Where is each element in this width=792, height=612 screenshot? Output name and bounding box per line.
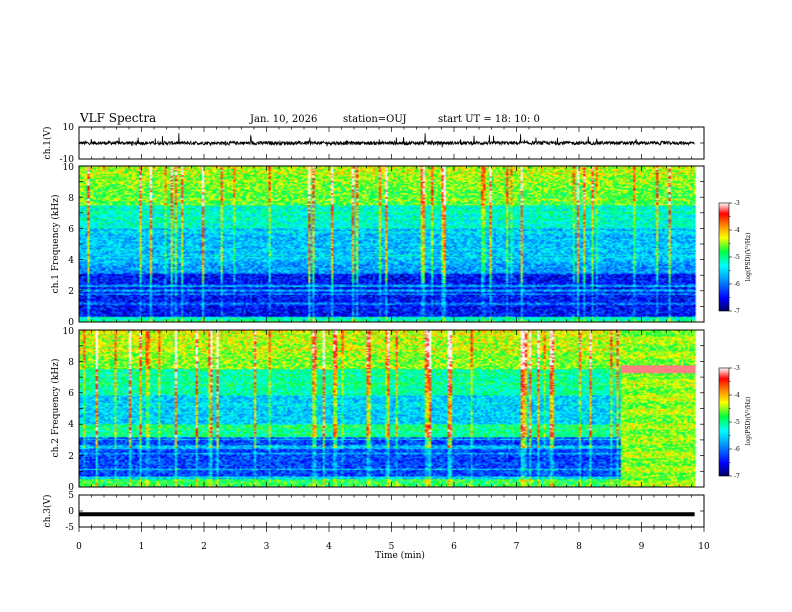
xtick-0: 0	[76, 542, 82, 552]
xtick-1: 1	[139, 542, 145, 552]
ch2-ytick-8: 8	[68, 358, 74, 368]
ch1-ytick-2: 2	[68, 287, 74, 297]
ch1-waveform-panel: 10 -10 ch.1(V)	[42, 123, 705, 165]
figure-title: VLF Spectra	[79, 111, 156, 125]
ch3-ytick-5: 5	[68, 491, 74, 501]
ch1-cb-tick-7: -7	[734, 308, 740, 315]
ch1-ytick-0: 0	[68, 318, 74, 328]
ch1-waveform-ticks	[78, 127, 705, 159]
ch3-waveform-panel: 5 0 -5 ch.3(V)	[42, 491, 705, 533]
ch2-ytick-10: 10	[63, 327, 75, 337]
ch1-cb-tick-5: -5	[734, 254, 740, 261]
ch2-cb-tick-5: -5	[734, 419, 740, 426]
x-axis: 0 1 2 3 4 5 6 7 8 9 10 Time (min)	[76, 542, 710, 561]
ch1-spectrogram-image	[79, 166, 704, 322]
ch2-cb-tick-6: -6	[734, 446, 740, 453]
ch1-spectrogram-ticks	[78, 165, 705, 323]
ch2-ytick-4: 4	[68, 420, 74, 430]
ch2-ytick-0: 0	[68, 483, 74, 493]
x-axis-label: Time (min)	[375, 550, 425, 561]
xtick-5: 5	[389, 542, 395, 552]
ch2-spectrogram-ticks	[78, 329, 705, 488]
ch3-ytick-0: 0	[68, 507, 74, 517]
ch1-cb-tick-6: -6	[734, 281, 740, 288]
ch1-cb-tick-3: -3	[734, 200, 740, 207]
ch3-waveform-ticks	[78, 495, 705, 532]
ch2-ytick-6: 6	[68, 389, 74, 399]
ch1-ytick-8: 8	[68, 194, 74, 204]
xtick-6: 6	[451, 542, 457, 552]
ch2-colorbar-label: log(PSD)(V²/Hz)	[745, 397, 752, 446]
ch1-waveform-trace	[78, 133, 695, 148]
ch1-colorbar-label: log(PSD)(V²/Hz)	[745, 233, 752, 282]
xtick-4: 4	[326, 542, 332, 552]
ch2-ytick-2: 2	[68, 452, 74, 462]
ch2-colorbar	[718, 367, 730, 477]
date-label: Jan. 10, 2026	[249, 114, 317, 125]
ch2-cb-tick-4: -4	[734, 392, 740, 399]
ch1-waveform-ylabel: ch.1(V)	[42, 127, 53, 160]
ch1-spectrogram-panel: 0 2 4 6 8 10 ch.1 Frequency (kHz) -3 -4 …	[50, 163, 752, 328]
ch1-ytick-10: 10	[63, 163, 75, 173]
ch1-colorbar	[718, 202, 730, 312]
ch1-ytick-minus10: -10	[60, 155, 75, 165]
ch1-ytick-10: 10	[63, 123, 75, 133]
ch2-cb-tick-7: -7	[734, 473, 740, 480]
start-time-label: start UT = 18: 10: 0	[438, 114, 540, 125]
ch2-cb-tick-3: -3	[734, 365, 740, 372]
ch2-spectrogram-panel: 0 2 4 6 8 10 ch.2 Frequency (kHz) -3 -4 …	[50, 327, 752, 493]
station-label: station=OUJ	[343, 114, 407, 125]
ch2-spectrogram-ylabel: ch.2 Frequency (kHz)	[50, 359, 61, 458]
xtick-8: 8	[576, 542, 582, 552]
xtick-3: 3	[264, 542, 270, 552]
xtick-7: 7	[514, 542, 520, 552]
ch2-spectrogram-image	[79, 330, 704, 487]
ch1-cb-tick-4: -4	[734, 227, 740, 234]
ch2-colorbar-ticks	[729, 367, 732, 477]
xtick-10: 10	[698, 542, 710, 552]
ch1-spectrogram-ylabel: ch.1 Frequency (kHz)	[50, 195, 61, 294]
xtick-2: 2	[201, 542, 207, 552]
ch1-ytick-6: 6	[68, 225, 74, 235]
xtick-9: 9	[639, 542, 645, 552]
ch3-ytick-minus5: -5	[65, 523, 74, 533]
ch1-ytick-4: 4	[68, 256, 74, 266]
ch3-waveform-ylabel: ch.3(V)	[42, 495, 53, 528]
ch1-colorbar-ticks	[729, 202, 732, 312]
